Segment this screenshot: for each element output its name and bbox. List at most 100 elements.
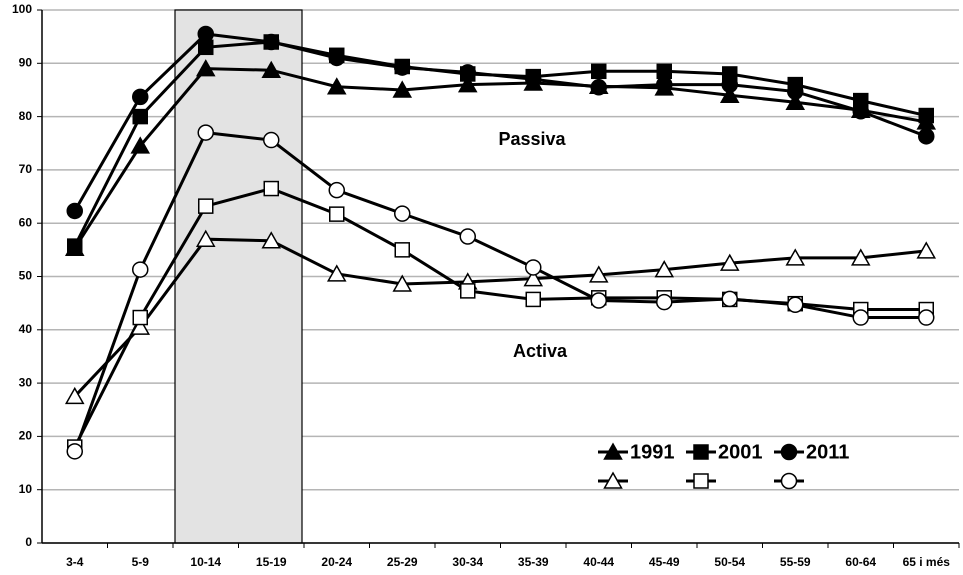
data-point (918, 309, 935, 326)
data-point (263, 180, 279, 197)
x-tick-label: 55-59 (780, 555, 811, 569)
data-point (197, 124, 214, 141)
data-point (918, 107, 934, 124)
data-point (329, 206, 345, 222)
data-point (132, 309, 148, 326)
data-point (918, 128, 935, 145)
data-point (195, 59, 216, 77)
legend-label: 2011 (806, 441, 849, 463)
data-point (785, 248, 806, 266)
y-tick-label: 30 (19, 375, 33, 389)
data-point (67, 238, 83, 254)
y-tick-label: 0 (25, 535, 32, 549)
data-point (66, 443, 83, 460)
data-point (394, 59, 411, 76)
data-point (852, 309, 869, 326)
legend-marker (603, 442, 623, 460)
data-point (394, 205, 411, 222)
annotation: Passiva (498, 129, 566, 149)
data-point (525, 71, 542, 88)
data-point (326, 77, 347, 95)
legend-marker (780, 472, 798, 490)
legend-marker (693, 473, 709, 489)
data-point (850, 248, 871, 266)
highlight-band (174, 9, 303, 544)
data-point (130, 136, 151, 154)
y-tick-label: 20 (19, 429, 33, 443)
annotation: Activa (513, 341, 568, 361)
y-tick-label: 100 (12, 2, 32, 16)
data-point (525, 291, 541, 308)
x-tick-label: 60-64 (845, 555, 876, 569)
y-tick-label: 10 (19, 482, 33, 496)
data-point (591, 63, 607, 80)
data-point (787, 83, 804, 100)
data-point (263, 131, 280, 149)
data-point (198, 39, 214, 56)
x-tick-label: 15-19 (256, 555, 287, 569)
data-point (197, 25, 214, 43)
y-tick-label: 90 (19, 55, 33, 69)
y-tick-label: 40 (19, 322, 33, 336)
data-point (656, 293, 673, 311)
y-tick-label: 50 (19, 269, 33, 283)
data-point (719, 253, 740, 271)
data-point (719, 85, 740, 104)
data-point (261, 60, 282, 78)
x-tick-label: 35-39 (518, 555, 549, 569)
series-line (73, 130, 927, 452)
data-point (852, 103, 869, 120)
data-point (394, 242, 410, 258)
x-tick-label: 25-29 (387, 555, 418, 569)
y-tick-label: 70 (19, 162, 33, 176)
x-tick-label: 50-54 (714, 555, 745, 569)
data-point (263, 33, 280, 51)
data-point (198, 198, 214, 214)
data-point (195, 229, 216, 247)
series-line (73, 237, 927, 398)
legend-label: 1991 (630, 441, 675, 463)
data-point (132, 108, 148, 125)
legend-label: 2001 (718, 441, 763, 463)
data-point (392, 274, 413, 292)
data-point (654, 260, 675, 278)
data-point (459, 228, 476, 245)
x-tick-label: 65 i més (903, 555, 951, 569)
legend-marker (780, 443, 798, 461)
data-point (392, 80, 413, 98)
data-point (916, 241, 937, 259)
data-point (457, 75, 478, 93)
data-point (523, 269, 544, 287)
x-tick-label: 5-9 (132, 555, 150, 569)
data-point (130, 317, 151, 335)
data-point (132, 261, 149, 278)
data-point (64, 386, 85, 405)
data-point (326, 264, 347, 282)
data-point (721, 76, 738, 93)
data-point (588, 265, 609, 283)
series-line (73, 67, 927, 250)
data-point (787, 296, 804, 313)
x-tick-label: 3-4 (66, 555, 84, 569)
data-point (459, 64, 476, 81)
data-point (590, 79, 607, 96)
legend-marker (693, 444, 709, 460)
x-tick-label: 45-49 (649, 555, 680, 569)
data-point (132, 88, 149, 106)
x-tick-label: 30-34 (452, 555, 483, 569)
x-tick-label: 20-24 (321, 555, 352, 569)
data-point (460, 283, 476, 299)
data-point (328, 181, 345, 199)
data-point (785, 92, 806, 110)
data-point (525, 259, 542, 276)
data-point (261, 231, 282, 249)
data-point (328, 49, 345, 67)
data-point (656, 63, 672, 80)
y-tick-label: 80 (19, 109, 33, 123)
data-point (656, 76, 673, 93)
x-tick-label: 40-44 (583, 555, 614, 569)
y-tick-label: 60 (19, 215, 33, 229)
data-point (590, 292, 607, 309)
legend-marker (603, 471, 623, 489)
